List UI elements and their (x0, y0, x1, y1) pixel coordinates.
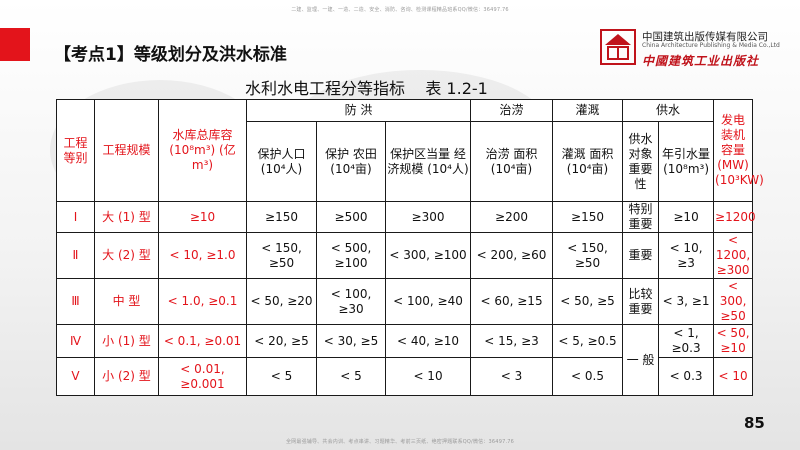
cell-irrigation: < 5, ≥0.5 (552, 324, 624, 358)
cell-reservoir: ≥10 (158, 201, 247, 233)
cell-grade: Ⅲ (56, 278, 95, 325)
header-irrigation-area: 灌溉 面积 (10⁴亩) (552, 121, 624, 202)
table-row: Ⅱ 大 (2) 型 < 10, ≥1.0 < 150, ≥50 < 500, ≥… (56, 232, 754, 279)
classification-table: 工程等别 工程规模 水库总库容 (10⁸m³) (亿m³) 防 洪 治涝 灌溉 … (56, 99, 764, 396)
cell-farmland: < 100, ≥30 (316, 278, 386, 325)
cell-supply-object: 特别 重要 (622, 201, 660, 233)
cell-scale: 大 (2) 型 (94, 232, 159, 279)
cell-supply-object: 比较 重要 (622, 278, 660, 325)
cell-farmland: < 500, ≥100 (316, 232, 386, 279)
cell-irrigation: < 0.5 (552, 357, 624, 396)
cell-power: < 300, ≥50 (713, 278, 754, 325)
header-flood-population: 保护人口 (10⁴人) (246, 121, 317, 202)
cell-grade: Ⅱ (56, 232, 95, 279)
header-irrigation-group: 灌溉 (552, 99, 624, 122)
cell-supply-volume: < 0.3 (658, 357, 715, 396)
cell-farmland: < 30, ≥5 (316, 324, 386, 358)
cell-economy: ≥300 (384, 201, 472, 233)
cell-supply-volume: < 10, ≥3 (658, 232, 715, 279)
cell-supply-object: 重要 (622, 232, 660, 279)
table-row: Ⅴ 小 (2) 型 < 0.01, ≥0.001 < 5 < 5 < 10 < … (56, 357, 754, 396)
table-row: Ⅳ 小 (1) 型 < 0.1, ≥0.01 < 20, ≥5 < 30, ≥5… (56, 324, 754, 396)
publisher-name-en: China Architecture Publishing & Media Co… (642, 42, 780, 49)
cell-grade: Ⅴ (56, 357, 95, 396)
header-drain-group: 治涝 (470, 99, 554, 122)
cell-supply-volume: ≥10 (658, 201, 715, 233)
cell-population: < 150, ≥50 (246, 232, 317, 279)
header-scale: 工程规模 (94, 99, 159, 202)
header-power: 发电 装机 容量 (MW) (10³KW) (713, 99, 764, 202)
cell-scale: 小 (1) 型 (94, 324, 159, 358)
table-row: Ⅰ 大 (1) 型 ≥10 ≥150 ≥500 ≥300 ≥200 ≥150 特… (56, 201, 756, 233)
cell-drain: < 60, ≥15 (470, 278, 554, 325)
header-flood-economy: 保护区当量 经济规模 (10⁴人) (384, 121, 472, 202)
publisher-name-cn: 中国建筑出版传媒有限公司 (642, 31, 768, 43)
top-watermark-note: 二建、监理、一建、一造、二造、安全、消防、咨询、检测课程精品班系QQ/微信：36… (291, 7, 509, 13)
cell-power: < 10 (713, 357, 754, 396)
publisher-logo-icon (600, 29, 636, 65)
header-grade: 工程等别 (56, 99, 95, 202)
header-supply-volume: 年引水量 (10⁸m³) (658, 121, 715, 202)
header-drain-area: 治涝 面积 (10⁴亩) (470, 121, 554, 202)
cell-power: < 50, ≥10 (713, 324, 754, 358)
section-heading: 【考点1】等级划分及洪水标准 (54, 45, 287, 65)
cell-grade: Ⅰ (56, 201, 95, 233)
cell-reservoir: < 1.0, ≥0.1 (158, 278, 247, 325)
cell-power: ≥1200 (713, 201, 756, 233)
cell-economy: < 40, ≥10 (384, 324, 472, 358)
header-flood-farmland: 保护 农田 (10⁴亩) (316, 121, 386, 202)
cell-irrigation: ≥150 (552, 201, 624, 233)
cell-supply-object: 一 般 (622, 324, 660, 396)
cell-scale: 小 (2) 型 (94, 357, 159, 396)
cell-population: < 50, ≥20 (246, 278, 317, 325)
cell-economy: < 10 (384, 357, 472, 396)
publisher-calligraphy: 中國建筑工业出版社 (642, 54, 760, 68)
cell-reservoir: < 0.01, ≥0.001 (158, 357, 247, 396)
table-row: Ⅲ 中 型 < 1.0, ≥0.1 < 50, ≥20 < 100, ≥30 <… (56, 278, 754, 325)
cell-supply-volume: < 3, ≥1 (658, 278, 715, 325)
header-reservoir: 水库总库容 (10⁸m³) (亿m³) (158, 99, 247, 202)
publisher-logo: 中国建筑出版传媒有限公司 China Architecture Publishi… (600, 27, 788, 75)
cell-drain: < 3 (470, 357, 554, 396)
cell-economy: < 300, ≥100 (384, 232, 472, 279)
cell-farmland: ≥500 (316, 201, 386, 233)
cell-scale: 大 (1) 型 (94, 201, 159, 233)
cell-irrigation: < 150, ≥50 (552, 232, 624, 279)
cell-population: < 5 (246, 357, 317, 396)
red-accent-tab (0, 28, 30, 61)
cell-scale: 中 型 (94, 278, 159, 325)
bottom-watermark-note: 全网最强辅导、共会内训、考点串讲、习题精华、考前三页纸、绝密押题联系QQ/微信：… (285, 439, 515, 445)
page-number: 85 (744, 414, 765, 432)
cell-reservoir: < 0.1, ≥0.01 (158, 324, 247, 358)
cell-reservoir: < 10, ≥1.0 (158, 232, 247, 279)
header-supply-group: 供水 (622, 99, 715, 122)
cell-grade: Ⅳ (56, 324, 95, 358)
cell-economy: < 100, ≥40 (384, 278, 472, 325)
header-supply-object: 供水 对象 重要 性 (622, 121, 660, 202)
cell-irrigation: < 50, ≥5 (552, 278, 624, 325)
table-title: 水利水电工程分等指标 表 1.2-1 (245, 79, 488, 98)
cell-farmland: < 5 (316, 357, 386, 396)
cell-drain: < 15, ≥3 (470, 324, 554, 358)
cell-population: ≥150 (246, 201, 317, 233)
cell-drain: < 200, ≥60 (470, 232, 554, 279)
cell-supply-volume: < 1, ≥0.3 (658, 324, 715, 358)
header-flood-group: 防 洪 (245, 99, 472, 122)
cell-power: < 1200, ≥300 (713, 232, 754, 279)
cell-population: < 20, ≥5 (246, 324, 317, 358)
cell-drain: ≥200 (470, 201, 554, 233)
